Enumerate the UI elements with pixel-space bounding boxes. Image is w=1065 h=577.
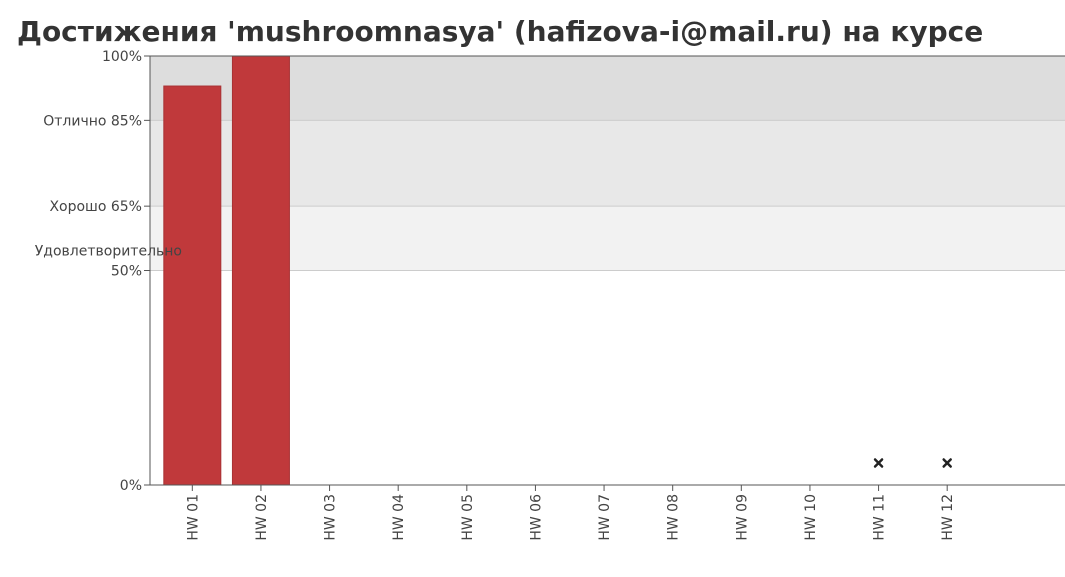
x-tick-label-hw-09: HW 09	[734, 494, 750, 541]
x-tick-label-hw-08: HW 08	[666, 494, 682, 541]
bar-hw-01	[163, 85, 222, 486]
x-tick-label-hw-12: HW 12	[940, 494, 956, 541]
x-tick-label-hw-04: HW 04	[391, 494, 407, 541]
bar-hw-02	[231, 55, 290, 486]
x-tick-label-hw-11: HW 11	[872, 494, 888, 541]
page-title: Достижения 'mushroomnasya' (hafizova-i@m…	[17, 15, 984, 48]
missing-marker-hw-12	[942, 458, 952, 468]
x-tick-label-hw-02: HW 02	[254, 494, 270, 541]
x-tick-label-hw-07: HW 07	[597, 494, 613, 541]
missing-marker-hw-11	[873, 458, 884, 468]
y-tick-label-1: Отлично 85%	[43, 113, 142, 129]
x-tick-label-hw-10: HW 10	[803, 494, 819, 541]
y-tick-label-0: 100%	[102, 49, 142, 65]
y-tick-label-4: 0%	[120, 478, 142, 494]
grade-band-0	[150, 56, 1065, 121]
x-tick-label-hw-03: HW 03	[323, 494, 339, 541]
x-tick-label-hw-01: HW 01	[185, 494, 201, 541]
grade-band-1	[150, 120, 1065, 207]
y-tick-label-3: Удовлетворительно 50%	[35, 244, 182, 280]
y-tick-label-2: Хорошо 65%	[49, 199, 142, 215]
x-tick-label-hw-05: HW 05	[460, 494, 476, 541]
x-tick-label-hw-06: HW 06	[528, 494, 544, 541]
grade-band-2	[150, 206, 1065, 271]
